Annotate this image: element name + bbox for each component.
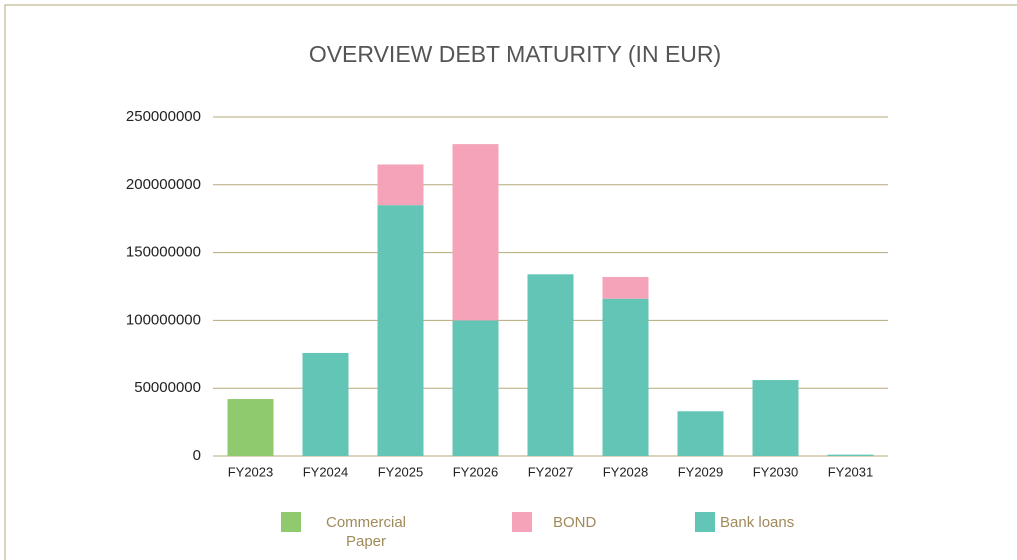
- bar-segment: [677, 411, 724, 456]
- x-tick-label: FY2029: [678, 464, 724, 479]
- y-tick-label: 200000000: [126, 176, 201, 193]
- legend-label: BOND: [553, 514, 597, 531]
- legend-label: Bank loans: [720, 514, 795, 531]
- legend-swatch: [281, 512, 301, 532]
- bar-segment: [527, 274, 574, 456]
- bar-segment: [827, 454, 874, 456]
- x-tick-label: FY2027: [528, 464, 574, 479]
- bar-segment: [452, 144, 499, 321]
- y-tick-label: 150000000: [126, 244, 201, 261]
- bar-segment: [227, 399, 274, 456]
- bar-segment: [602, 277, 649, 299]
- frame: [4, 4, 1017, 560]
- x-tick-label: FY2028: [603, 464, 649, 479]
- bar-segment: [377, 164, 424, 206]
- x-tick-label: FY2024: [303, 464, 349, 479]
- x-tick-label: FY2026: [453, 464, 499, 479]
- x-tick-label: FY2031: [828, 464, 874, 479]
- chart-title: OVERVIEW DEBT MATURITY (IN EUR): [309, 41, 721, 67]
- y-tick-label: 50000000: [134, 379, 201, 396]
- bar-segment: [602, 298, 649, 456]
- x-tick-label: FY2030: [753, 464, 799, 479]
- legend-label: Commercial Paper: [325, 514, 406, 550]
- x-tick-label: FY2025: [378, 464, 424, 479]
- y-tick-label: 250000000: [126, 108, 201, 125]
- y-tick-label: 0: [193, 447, 201, 464]
- x-tick-label: FY2023: [228, 464, 274, 479]
- legend-swatch: [512, 512, 532, 532]
- bar-segment: [752, 380, 799, 456]
- bar-segment: [302, 352, 349, 456]
- bar-segment: [377, 205, 424, 456]
- legend-swatch: [695, 512, 715, 532]
- y-tick-label: 100000000: [126, 311, 201, 328]
- bar-segment: [452, 320, 499, 456]
